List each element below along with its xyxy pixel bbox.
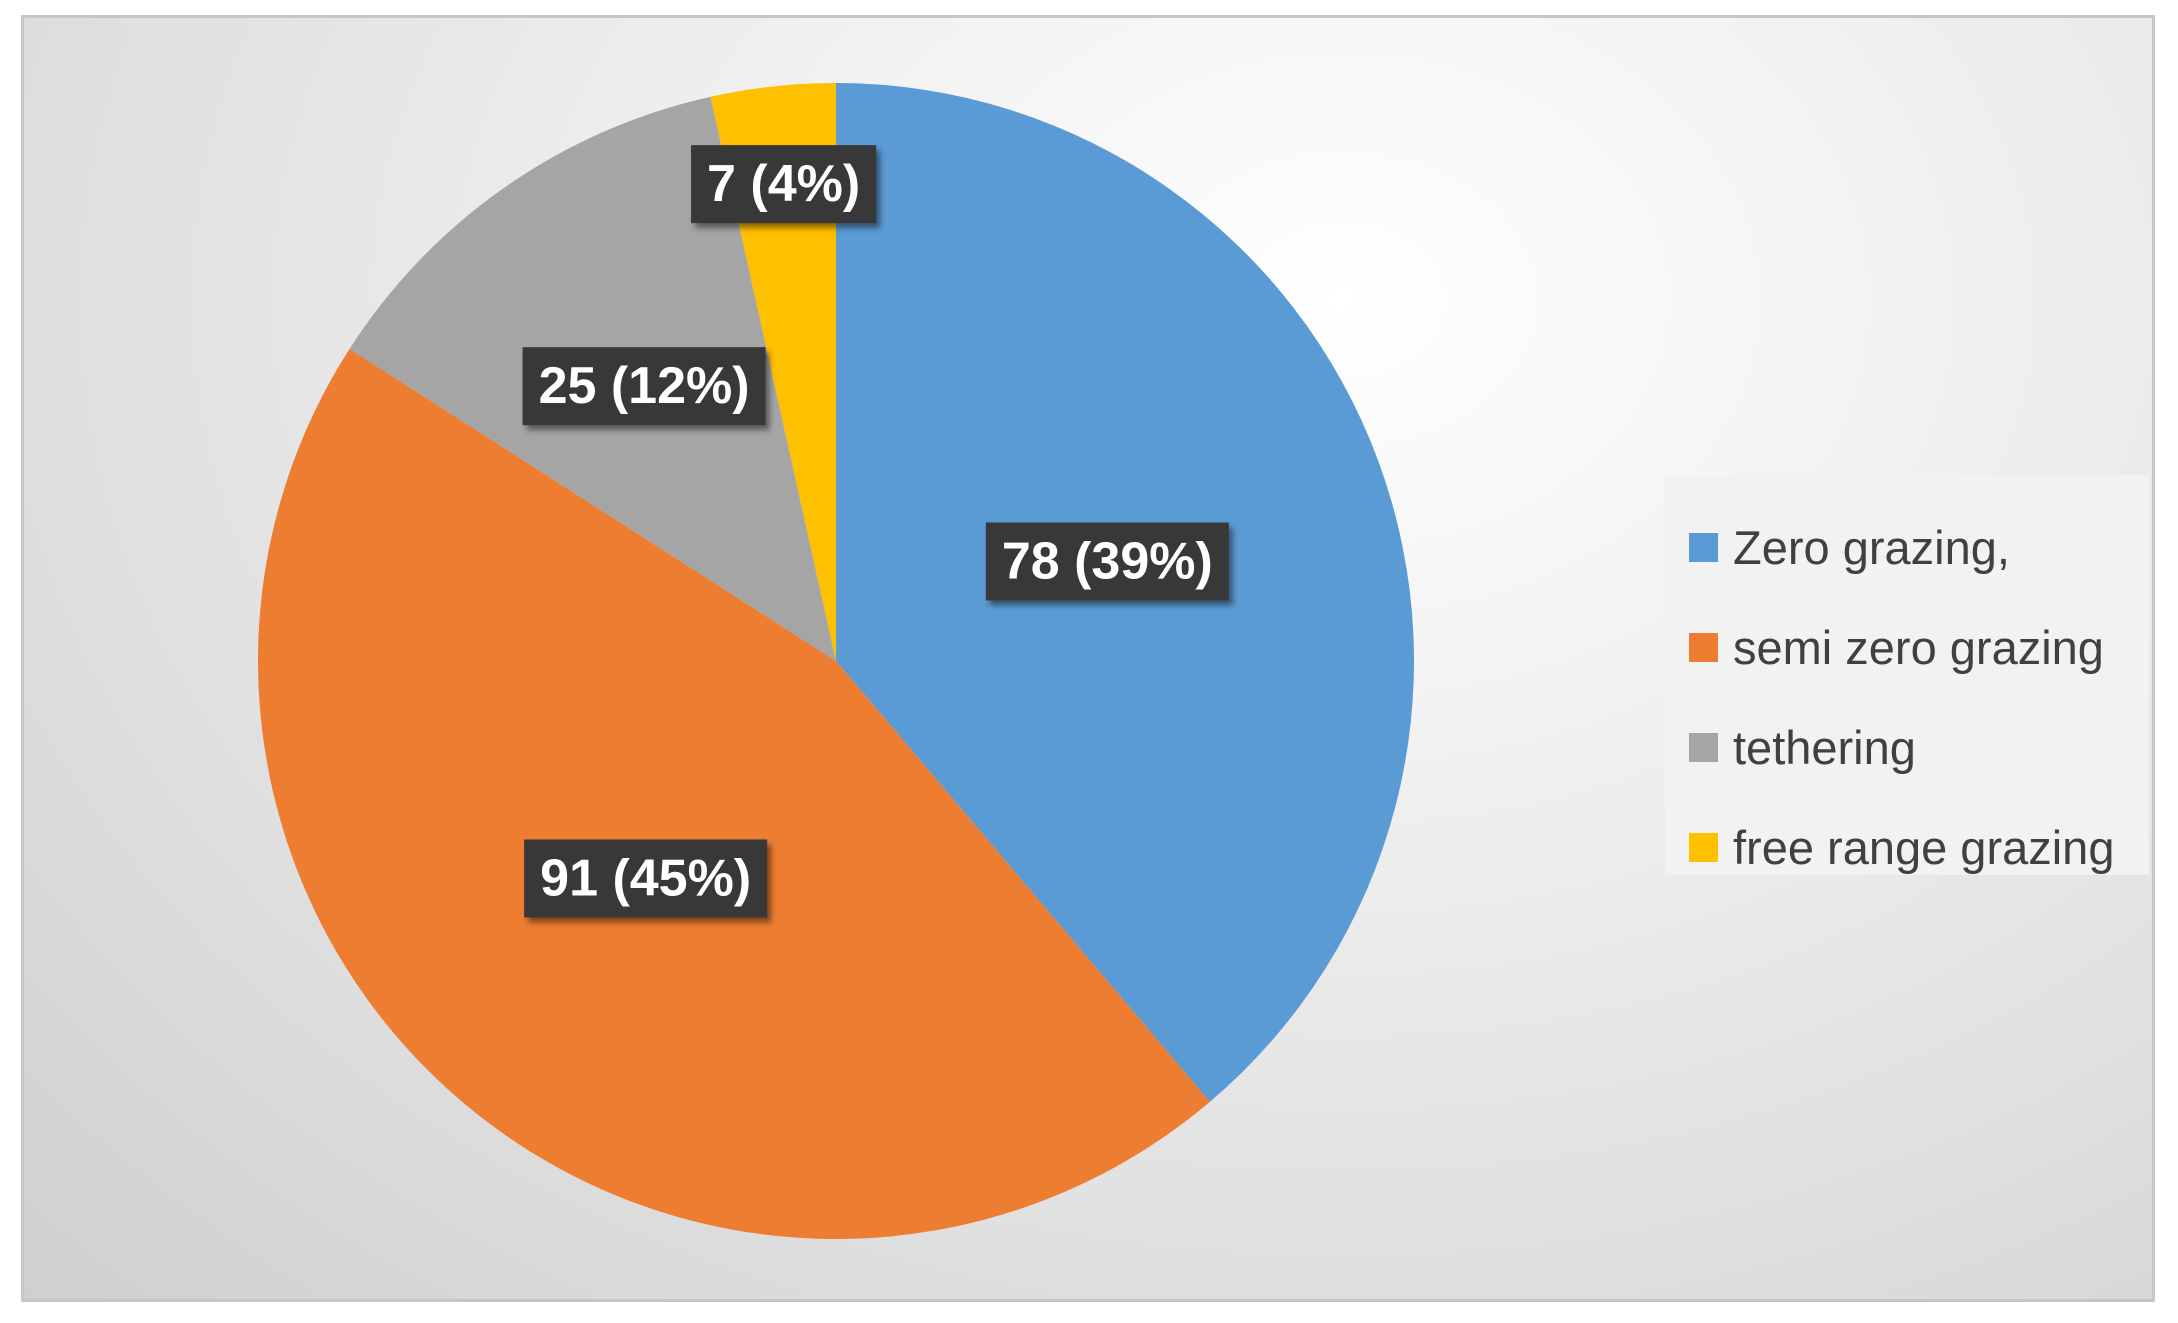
data-label-box-semi-zero-grazing [524, 839, 768, 918]
data-label-box-tethering [522, 347, 766, 426]
legend-label-zero-grazing: Zero grazing, [1733, 520, 2010, 574]
pie-chart: 78 (39%) 91 (45%) 25 (12%) 7 (4%) [257, 83, 1414, 1240]
legend-swatch-free-range-grazing [1689, 832, 1718, 862]
legend-label-tethering: tethering [1733, 720, 1916, 774]
legend-entry-tethering: tethering [1689, 697, 2149, 797]
legend-swatch-semi-zero-grazing [1689, 632, 1718, 662]
data-label-free-range-grazing: 7 (4%) [691, 145, 877, 224]
data-label-semi-zero-grazing: 91 (45%) [524, 839, 768, 918]
legend-entry-free-range-grazing: free range grazing [1689, 797, 2149, 897]
pie-slices [257, 83, 1414, 1240]
data-labels: 78 (39%) 91 (45%) 25 (12%) 7 (4%) [522, 145, 1229, 918]
legend-label-free-range-grazing: free range grazing [1733, 820, 2115, 874]
pie-slice-free-range-grazing [710, 83, 836, 661]
data-label-box-zero-grazing [985, 522, 1229, 601]
data-label-zero-grazing: 78 (39%) [985, 522, 1229, 601]
legend-entry-semi-zero-grazing: semi zero grazing [1689, 597, 2149, 697]
legend-swatch-tethering [1689, 732, 1718, 762]
data-label-text-tethering: 25 (12%) [539, 357, 750, 415]
legend: Zero grazing, semi zero grazing tetherin… [1665, 475, 2149, 875]
data-label-tethering: 25 (12%) [522, 347, 766, 426]
pie-slice-semi-zero-grazing [257, 348, 1210, 1240]
data-label-text-semi-zero-grazing: 91 (45%) [540, 849, 751, 907]
legend-swatch-zero-grazing [1689, 532, 1718, 562]
data-label-text-free-range-grazing: 7 (4%) [707, 155, 860, 213]
legend-entry-zero-grazing: Zero grazing, [1689, 497, 2149, 597]
data-label-box-free-range-grazing [691, 145, 877, 224]
legend-label-semi-zero-grazing: semi zero grazing [1733, 620, 2104, 674]
chart-area: 78 (39%) 91 (45%) 25 (12%) 7 (4%) Zero graz… [21, 15, 2155, 1302]
data-label-text-zero-grazing: 78 (39%) [1002, 532, 1213, 590]
